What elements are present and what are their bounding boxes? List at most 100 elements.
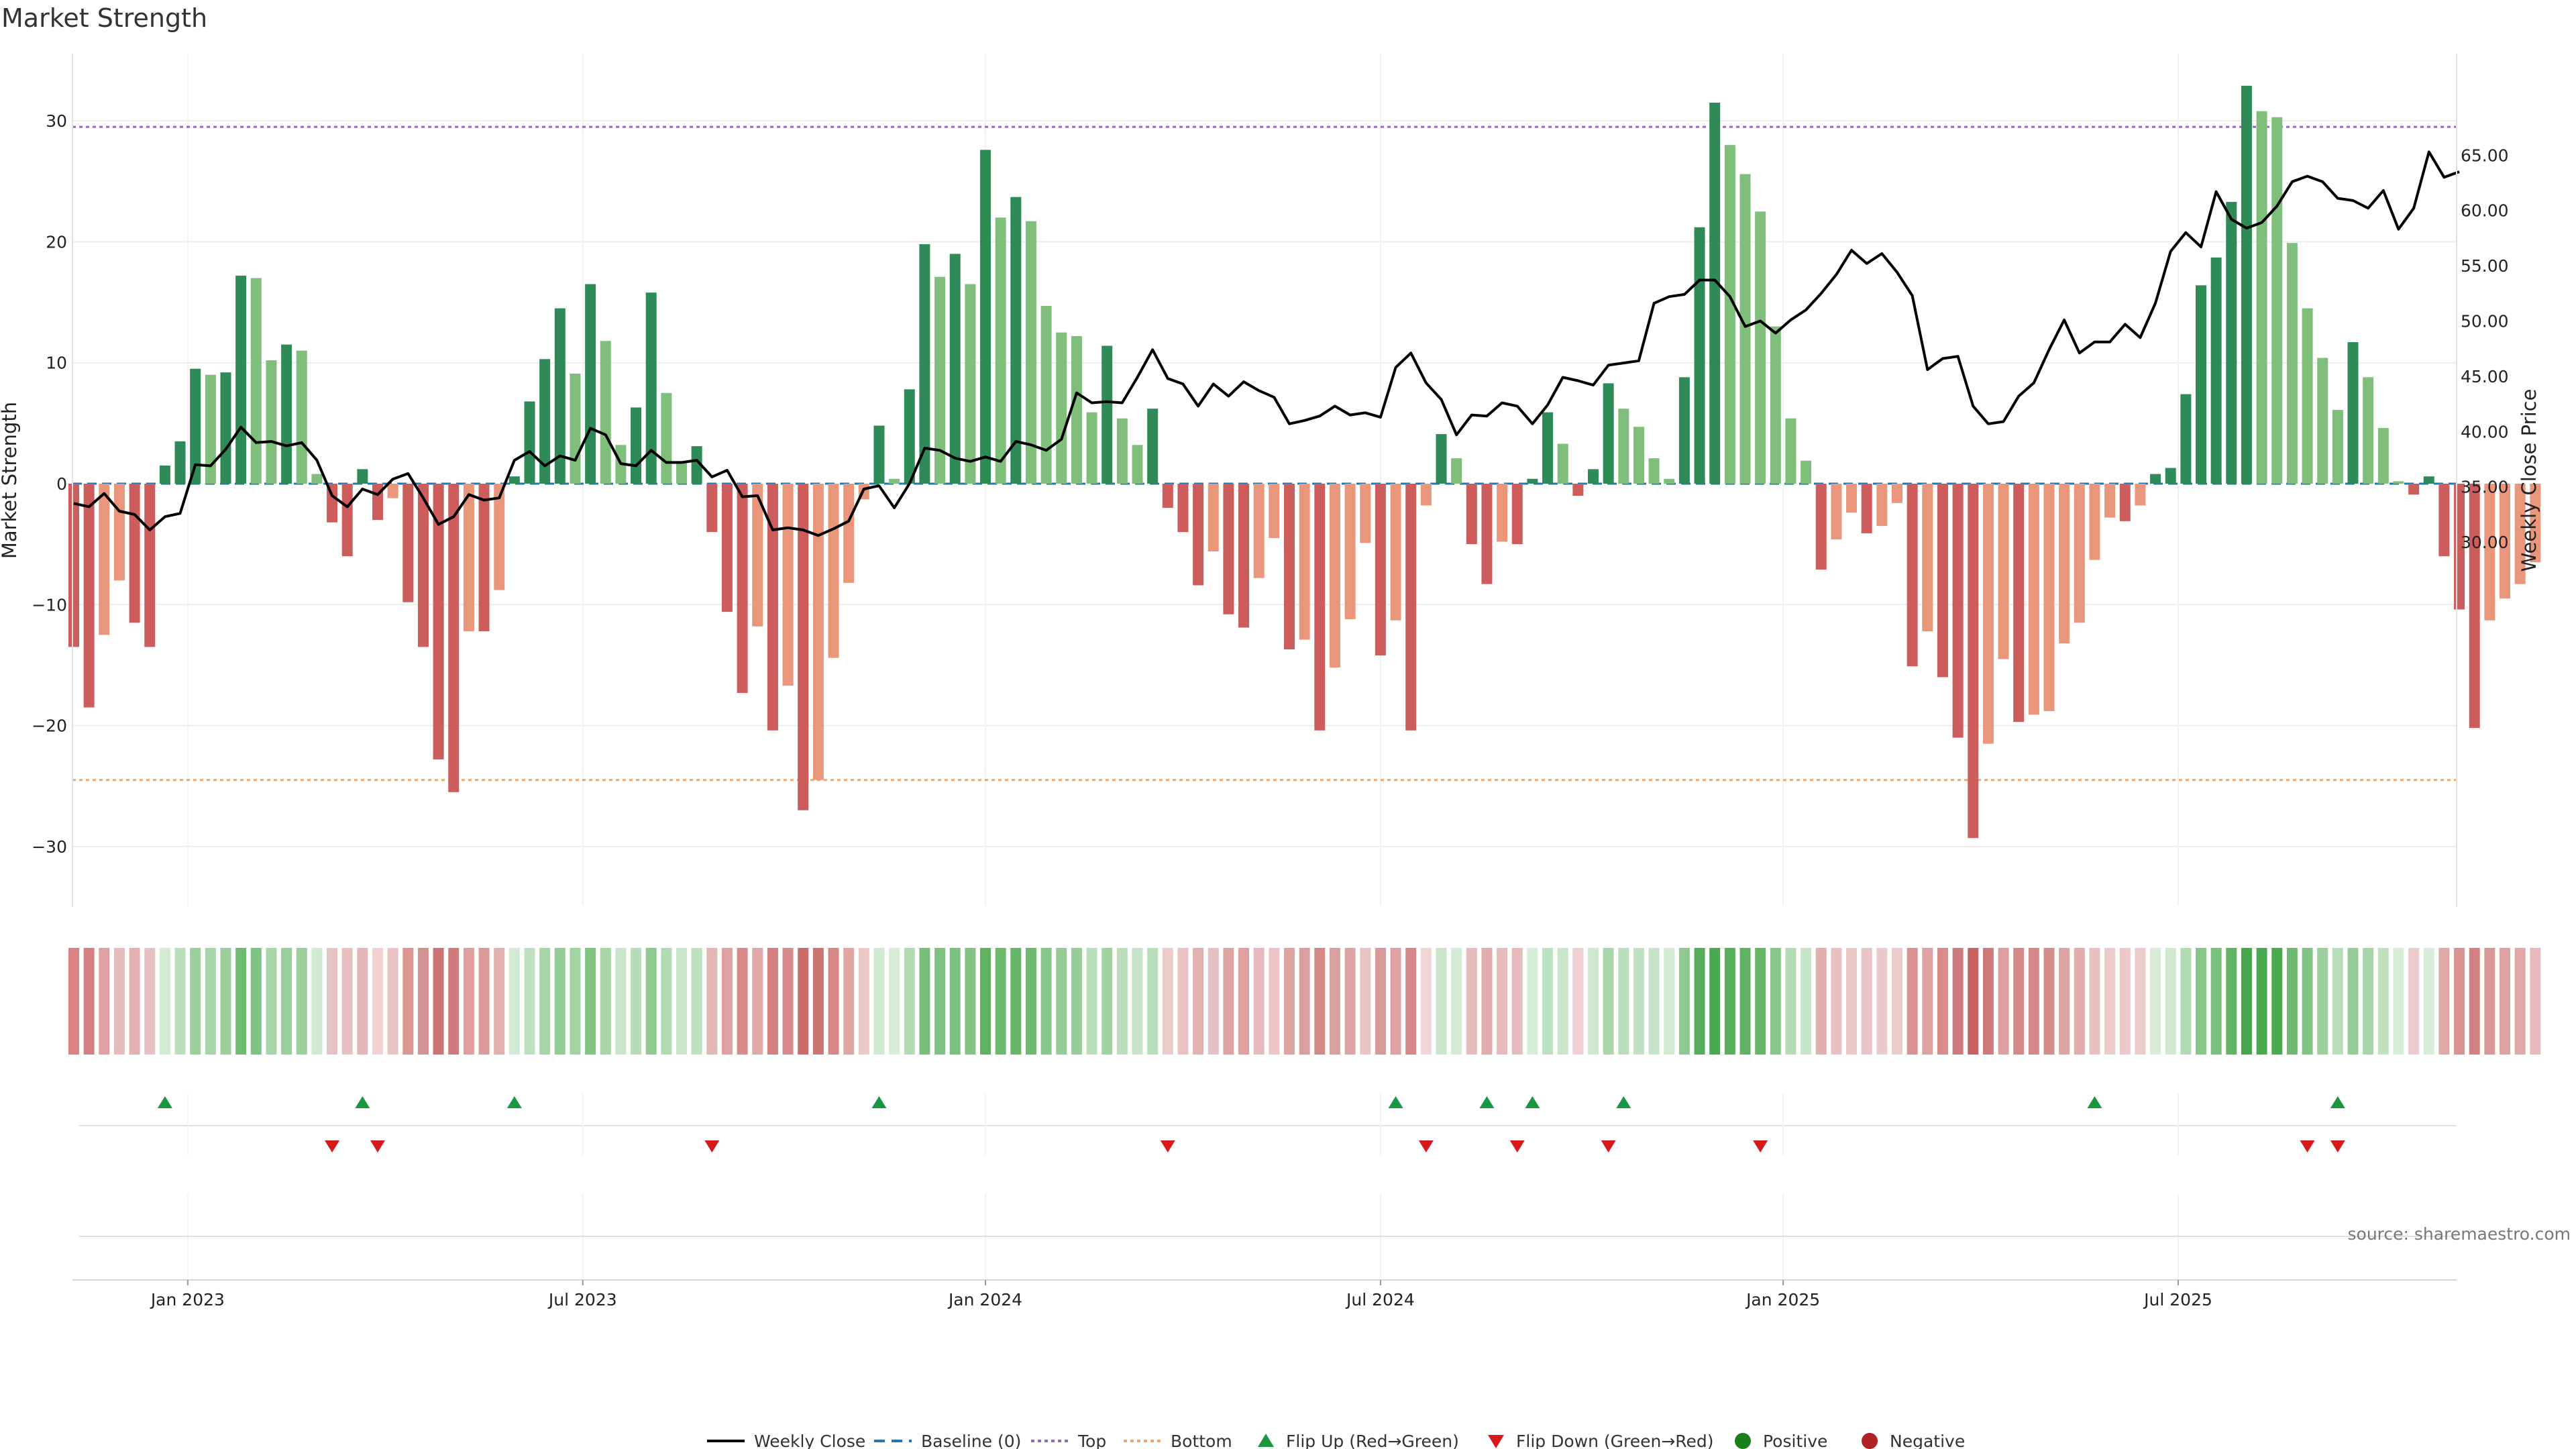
strength-bar xyxy=(1618,409,1629,484)
strength-bar xyxy=(828,484,839,658)
legend-item-top: Top xyxy=(1031,1432,1106,1449)
strength-bar xyxy=(1193,484,1204,586)
heat-cell xyxy=(1694,948,1705,1055)
heat-cell xyxy=(2271,948,2283,1055)
strength-bar xyxy=(919,244,930,484)
heat-cell xyxy=(1086,948,1097,1055)
strength-bar xyxy=(1375,484,1386,656)
heat-cell xyxy=(2165,948,2176,1055)
heat-cell xyxy=(1952,948,1964,1055)
heat-cell xyxy=(341,948,353,1055)
heat-cell xyxy=(1481,948,1493,1055)
heat-cell xyxy=(1678,948,1690,1055)
strength-bar xyxy=(2408,484,2420,495)
heat-cell xyxy=(1876,948,1888,1055)
heat-cell xyxy=(1664,948,1675,1055)
heat-cell xyxy=(266,948,277,1055)
heat-cell xyxy=(721,948,733,1055)
heat-cell xyxy=(327,948,338,1055)
strength-bar xyxy=(2180,394,2192,484)
heat-cell xyxy=(1755,948,1766,1055)
strength-bar xyxy=(1998,484,2009,659)
strength-bar xyxy=(144,484,156,647)
heat-cell xyxy=(159,948,170,1055)
strength-bar xyxy=(1724,145,1735,484)
strength-bar xyxy=(2423,476,2434,484)
strength-bar xyxy=(494,484,505,590)
strength-bar xyxy=(1968,484,1979,839)
heat-cell xyxy=(478,948,490,1055)
strength-bar xyxy=(387,484,398,498)
legend-label: Top xyxy=(1077,1432,1106,1449)
heat-cell xyxy=(1785,948,1796,1055)
heat-cell xyxy=(1284,948,1295,1055)
heat-cell xyxy=(1451,948,1462,1055)
flip-up-marker xyxy=(2330,1096,2345,1108)
heat-cell xyxy=(828,948,839,1055)
heat-cell xyxy=(1922,948,1933,1055)
heat-cell xyxy=(782,948,794,1055)
strength-bar xyxy=(1648,458,1660,484)
flip-up-marker xyxy=(2087,1096,2102,1108)
heat-cell xyxy=(220,948,231,1055)
heat-cell xyxy=(1420,948,1432,1055)
heat-cell xyxy=(2438,948,2450,1055)
strength-bar xyxy=(661,392,672,484)
strength-bar xyxy=(417,484,429,647)
heat-cell xyxy=(1724,948,1735,1055)
heat-cell xyxy=(113,948,125,1055)
heat-cell xyxy=(1040,948,1052,1055)
strength-bar xyxy=(1770,326,1781,484)
legend-item-flip-down: Flip Down (Green→Red) xyxy=(1488,1432,1714,1449)
strength-bar xyxy=(2393,481,2404,484)
heat-cell xyxy=(1998,948,2009,1055)
heat-cell xyxy=(706,948,718,1055)
heat-cell xyxy=(843,948,855,1055)
heat-cell xyxy=(2377,948,2389,1055)
strength-bar xyxy=(2347,342,2359,484)
strength-bar xyxy=(995,217,1006,484)
strength-bar xyxy=(798,484,809,810)
strength-bar xyxy=(250,278,262,484)
strength-bar xyxy=(585,284,596,484)
strength-bar xyxy=(965,284,976,484)
strength-bar xyxy=(1284,484,1295,650)
strength-bar xyxy=(1497,484,1508,542)
heat-cell xyxy=(2256,948,2267,1055)
strength-bar xyxy=(327,484,338,523)
heat-cell xyxy=(1238,948,1250,1055)
flip-down-marker xyxy=(2300,1140,2315,1152)
heat-cell xyxy=(1193,948,1204,1055)
heat-cell xyxy=(585,948,596,1055)
x-tick-label: Jul 2023 xyxy=(547,1290,617,1309)
legend-item-flip-up: Flip Up (Red→Green) xyxy=(1258,1432,1459,1449)
strength-bar xyxy=(1633,427,1644,484)
strength-bar xyxy=(1102,345,1113,484)
strength-bar xyxy=(1299,484,1310,640)
strength-bar xyxy=(1390,484,1401,621)
strength-bar xyxy=(1952,484,1964,738)
heat-cell xyxy=(2210,948,2222,1055)
heat-cell xyxy=(417,948,429,1055)
strength-bar xyxy=(1314,484,1326,731)
strength-bar xyxy=(2363,377,2374,484)
strength-bar xyxy=(205,374,216,484)
heat-cell xyxy=(645,948,657,1055)
flip-down-marker xyxy=(1160,1140,1175,1152)
heat-cell xyxy=(554,948,566,1055)
strength-bar xyxy=(554,308,566,484)
heat-cell xyxy=(433,948,444,1055)
strength-bar xyxy=(402,484,414,602)
strength-bar xyxy=(812,484,824,780)
legend-item-bottom: Bottom xyxy=(1124,1432,1232,1449)
strength-bar xyxy=(113,484,125,581)
strength-bar xyxy=(706,484,718,533)
x-tick-label: Jul 2025 xyxy=(2143,1290,2212,1309)
right-tick-label: 40.00 xyxy=(2461,422,2509,441)
heat-cell xyxy=(1648,948,1660,1055)
strength-bar xyxy=(1907,484,1918,667)
left-tick-label: −30 xyxy=(32,837,67,857)
heat-cell xyxy=(524,948,535,1055)
heat-cell xyxy=(812,948,824,1055)
heat-cell xyxy=(904,948,915,1055)
